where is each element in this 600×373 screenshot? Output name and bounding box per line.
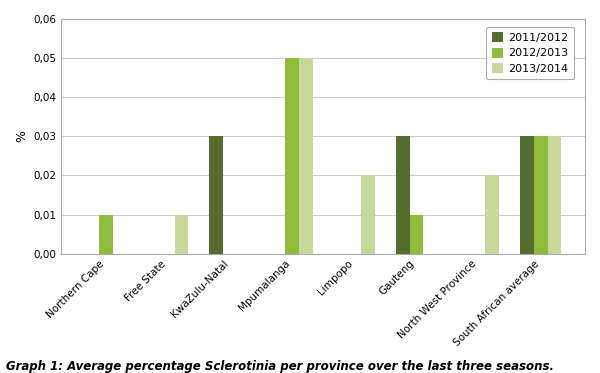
Bar — [209, 136, 223, 254]
Legend: 2011/2012, 2012/2013, 2013/2014: 2011/2012, 2012/2013, 2013/2014 — [487, 27, 574, 79]
Bar — [299, 58, 313, 254]
Y-axis label: %: % — [15, 130, 28, 142]
Bar — [534, 136, 548, 254]
Bar — [175, 214, 188, 254]
Bar — [361, 175, 375, 254]
Text: Graph 1: Average percentage Sclerotinia per province over the last three seasons: Graph 1: Average percentage Sclerotinia … — [6, 360, 554, 373]
Bar — [520, 136, 534, 254]
Bar — [99, 214, 113, 254]
Bar — [485, 175, 499, 254]
Bar — [548, 136, 561, 254]
Bar — [396, 136, 410, 254]
Bar — [410, 214, 423, 254]
Bar — [286, 58, 299, 254]
